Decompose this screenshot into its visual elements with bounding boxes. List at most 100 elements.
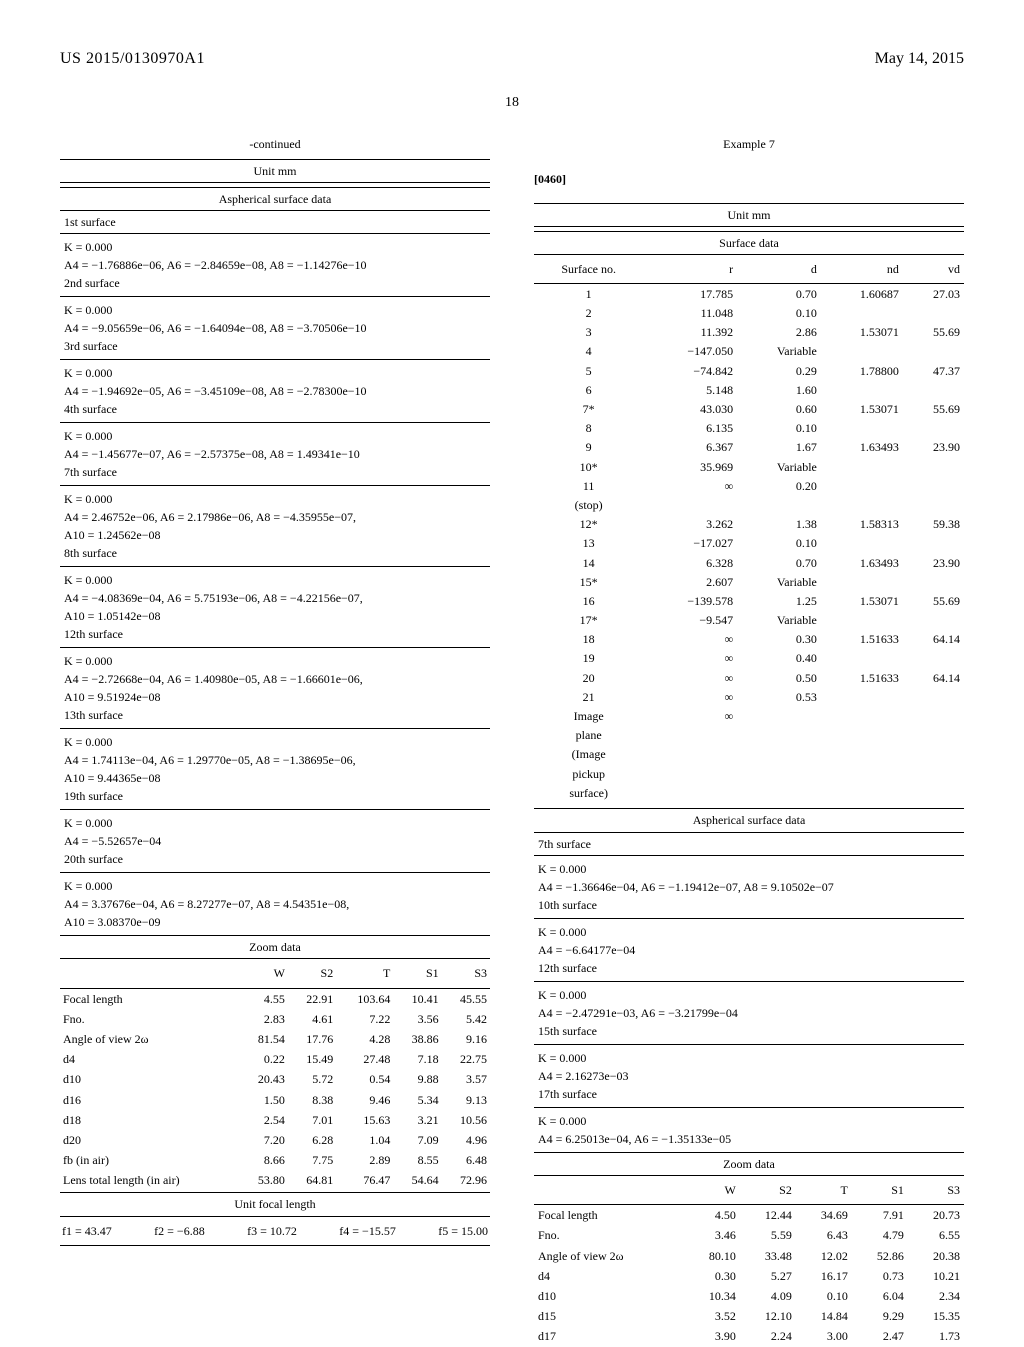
aspherical-block: K = 0.000A4 = −2.72668e−04, A6 = 1.40980… — [60, 648, 490, 728]
zoom-cell: 6.55 — [908, 1225, 964, 1245]
surface-cell: 6.135 — [643, 419, 737, 438]
next-surface-label: 13th surface — [64, 706, 490, 724]
focal-length-value: f1 = 43.47 — [62, 1223, 112, 1239]
example-title: Example 7 — [534, 136, 964, 152]
zoom-cell: 16.17 — [796, 1266, 852, 1286]
zoom-cell: d10 — [60, 1069, 240, 1089]
surface-cell: 6.328 — [643, 553, 737, 572]
surface-cell — [737, 495, 821, 514]
next-surface-label: 15th surface — [538, 1022, 964, 1040]
aspherical-blocks-right: 7th surfaceK = 0.000A4 = −1.36646e−04, A… — [534, 833, 964, 1152]
zoom-cell: 12.02 — [796, 1246, 852, 1266]
surface-row: pickup — [534, 764, 964, 783]
surface-cell: 1.60 — [737, 380, 821, 399]
zoom-cell: 54.64 — [393, 1170, 441, 1192]
surface-cell: 17* — [534, 611, 643, 630]
surface-row: 311.3922.861.5307155.69 — [534, 323, 964, 342]
aspherical-coeff: K = 0.000 — [64, 652, 490, 670]
surface-row: Image∞ — [534, 707, 964, 726]
surface-cell: 1.58313 — [821, 515, 903, 534]
surface-cell — [821, 745, 903, 764]
zoom-cell: 22.91 — [288, 988, 336, 1009]
surface-cell — [903, 649, 964, 668]
zoom-cell: 80.10 — [684, 1246, 740, 1266]
zoom-cell: 0.30 — [684, 1266, 740, 1286]
surface-cell — [821, 783, 903, 802]
surface-row: 12*3.2621.381.5831359.38 — [534, 515, 964, 534]
surface-cell — [821, 611, 903, 630]
surface-cell: −17.027 — [643, 534, 737, 553]
surface-cell: 0.40 — [737, 649, 821, 668]
zoom-row: d1010.344.090.106.042.34 — [534, 1286, 964, 1306]
zoom-cell: 7.18 — [393, 1049, 441, 1069]
surface-cell — [643, 783, 737, 802]
surface-col-header: vd — [903, 255, 964, 284]
zoom-cell: 2.89 — [336, 1150, 393, 1170]
surface-row: 18∞0.301.5163364.14 — [534, 630, 964, 649]
surface-cell — [821, 380, 903, 399]
aspherical-coeff: A10 = 9.51924e−08 — [64, 688, 490, 706]
zoom-cell: 53.80 — [240, 1170, 288, 1192]
zoom-cell: 20.43 — [240, 1069, 288, 1089]
surface-cell: Variable — [737, 611, 821, 630]
focal-length-value: f3 = 10.72 — [247, 1223, 297, 1239]
next-surface-label: 4th surface — [64, 400, 490, 418]
zoom-col-header: T — [336, 959, 393, 988]
zoom-cell: 1.04 — [336, 1130, 393, 1150]
surface-cell: 1.67 — [737, 438, 821, 457]
aspherical-coeff: A4 = 2.46752e−06, A6 = 2.17986e−06, A8 =… — [64, 508, 490, 526]
page-number: 18 — [60, 94, 964, 113]
surface-row: 10*35.969Variable — [534, 457, 964, 476]
zoom-cell: 4.55 — [240, 988, 288, 1009]
zoom-col-header: S1 — [393, 959, 441, 988]
right-column: Example 7 [0460] Unit mm Surface data Su… — [534, 136, 964, 1346]
surface-cell — [821, 764, 903, 783]
surface-cell — [903, 783, 964, 802]
zoom-cell: d4 — [60, 1049, 240, 1069]
surface-cell — [903, 534, 964, 553]
publication-number: US 2015/0130970A1 — [60, 48, 205, 70]
surface-cell: 1.63493 — [821, 553, 903, 572]
aspherical-title-right: Aspherical surface data — [534, 808, 964, 832]
zoom-row: d173.902.243.002.471.73 — [534, 1326, 964, 1346]
zoom-row: Focal length4.5012.4434.697.9120.73 — [534, 1205, 964, 1226]
aspherical-block: K = 0.000A4 = −5.52657e−0420th surface — [60, 810, 490, 872]
surface-cell: 20 — [534, 668, 643, 687]
next-surface-label: 20th surface — [64, 850, 490, 868]
surface-row: (stop) — [534, 495, 964, 514]
zoom-cell: 4.28 — [336, 1029, 393, 1049]
aspherical-coeff: K = 0.000 — [538, 923, 964, 941]
zoom-cell: 2.24 — [740, 1326, 796, 1346]
surface-row: 211.0480.10 — [534, 304, 964, 323]
left-column: -continued Unit mm Aspherical surface da… — [60, 136, 490, 1346]
surface-cell: 7* — [534, 400, 643, 419]
surface-cell: 17.785 — [643, 284, 737, 304]
surface-cell: 11 — [534, 476, 643, 495]
aspherical-coeff: A4 = −6.64177e−04 — [538, 941, 964, 959]
zoom-cell: d16 — [60, 1090, 240, 1110]
surface-cell — [821, 457, 903, 476]
surface-row: (Image — [534, 745, 964, 764]
surface-cell — [737, 783, 821, 802]
surface-cell — [737, 764, 821, 783]
surface-cell: 35.969 — [643, 457, 737, 476]
zoom-cell: 6.48 — [442, 1150, 490, 1170]
surface-cell: 47.37 — [903, 361, 964, 380]
focal-length-value: f2 = −6.88 — [154, 1223, 205, 1239]
zoom-cell: 22.75 — [442, 1049, 490, 1069]
zoom-cell: 20.38 — [908, 1246, 964, 1266]
page-header: US 2015/0130970A1 May 14, 2015 — [60, 48, 964, 70]
aspherical-block: K = 0.000A4 = −1.94692e−05, A6 = −3.4510… — [60, 360, 490, 422]
surface-cell: −139.578 — [643, 591, 737, 610]
zoom-cell: 38.86 — [393, 1029, 441, 1049]
zoom-cell: 5.34 — [393, 1090, 441, 1110]
aspherical-coeff: A4 = −1.36646e−04, A6 = −1.19412e−07, A8… — [538, 878, 964, 896]
aspherical-coeff: A4 = 6.25013e−04, A6 = −1.35133e−05 — [538, 1130, 964, 1148]
surface-cell: 1.38 — [737, 515, 821, 534]
aspherical-coeff: K = 0.000 — [64, 877, 490, 895]
surface-cell — [643, 745, 737, 764]
zoom-cell: Angle of view 2ω — [534, 1246, 684, 1266]
surface-row: 4−147.050Variable — [534, 342, 964, 361]
surface-cell: Image — [534, 707, 643, 726]
aspherical-coeff: A4 = −5.52657e−04 — [64, 832, 490, 850]
